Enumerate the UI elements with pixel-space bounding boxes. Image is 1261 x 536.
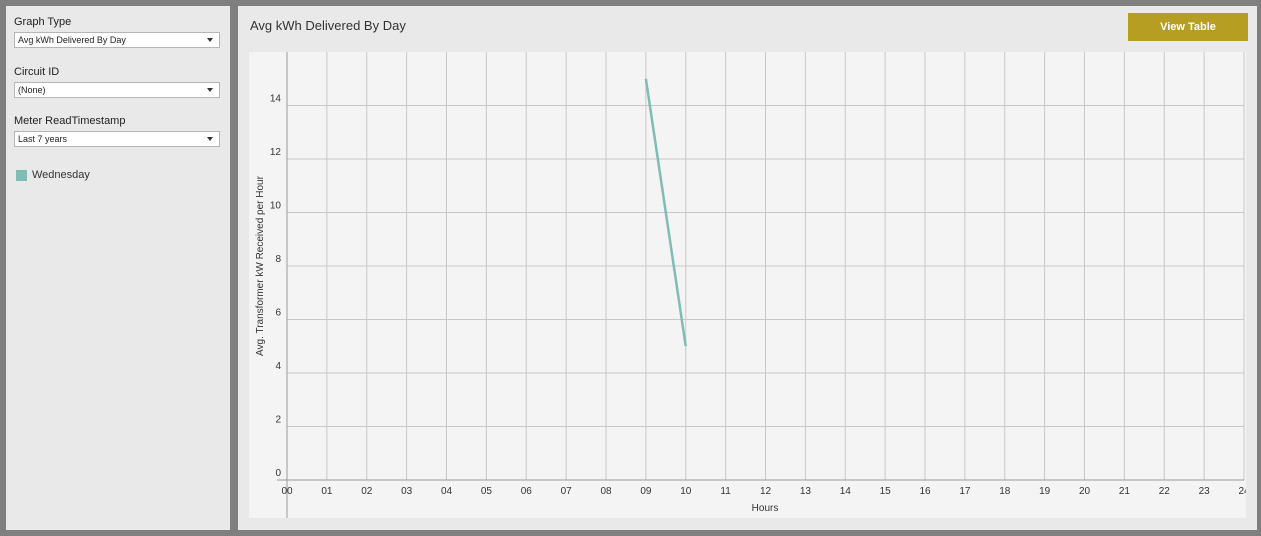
chevron-down-icon (207, 38, 213, 42)
x-tick-label: 21 (1119, 486, 1131, 497)
chevron-down-icon (207, 137, 213, 141)
chevron-down-icon (207, 88, 213, 92)
y-tick-label: 10 (270, 201, 282, 212)
x-tick-label: 24 (1238, 486, 1246, 497)
series-line-wednesday (644, 78, 687, 347)
y-tick-label: 14 (270, 94, 282, 105)
meter-read-label: Meter ReadTimestamp (14, 115, 126, 127)
legend-swatch (16, 169, 27, 181)
x-tick-label: 19 (1039, 486, 1051, 497)
x-tick-label: 09 (640, 486, 652, 497)
y-tick-label: 0 (275, 468, 281, 479)
graph-type-field: Graph Type Avg kWh Delivered By Day (14, 16, 220, 48)
x-tick-label: 05 (481, 486, 493, 497)
circuit-id-value: (None) (18, 85, 46, 95)
x-tick-label: 00 (281, 486, 293, 497)
circuit-id-select[interactable]: (None) (14, 82, 220, 98)
filter-sidebar: Graph Type Avg kWh Delivered By Day Circ… (6, 6, 230, 530)
x-tick-label: 14 (840, 486, 852, 497)
x-tick-label: 10 (680, 486, 692, 497)
graph-type-value: Avg kWh Delivered By Day (18, 35, 126, 45)
x-tick-label: 06 (521, 486, 533, 497)
x-tick-label: 11 (720, 486, 731, 497)
graph-type-select[interactable]: Avg kWh Delivered By Day (14, 32, 220, 48)
x-tick-label: 02 (361, 486, 373, 497)
x-tick-label: 22 (1159, 486, 1171, 497)
x-tick-label: 13 (800, 486, 812, 497)
x-tick-label: 16 (919, 486, 931, 497)
y-tick-label: 2 (275, 415, 281, 426)
meter-read-field: Meter ReadTimestamp Last 7 years (14, 115, 220, 147)
view-table-button[interactable]: View Table (1128, 13, 1248, 41)
x-tick-label: 23 (1199, 486, 1211, 497)
x-tick-label: 03 (401, 486, 413, 497)
x-tick-label: 12 (760, 486, 772, 497)
x-tick-label: 20 (1079, 486, 1091, 497)
y-tick-label: 8 (275, 254, 281, 265)
x-tick-label: 15 (880, 486, 892, 497)
x-tick-label: 04 (441, 486, 453, 497)
x-tick-label: 17 (959, 486, 971, 497)
x-tick-label: 18 (999, 486, 1011, 497)
x-tick-label: 08 (600, 486, 612, 497)
x-tick-label: 07 (561, 486, 573, 497)
y-tick-label: 4 (275, 361, 281, 372)
x-tick-label: 01 (321, 486, 333, 497)
y-tick-label: 12 (270, 147, 282, 158)
page-title: Avg kWh Delivered By Day (250, 18, 406, 33)
x-axis-label: Hours (752, 503, 779, 514)
circuit-id-field: Circuit ID (None) (14, 66, 220, 98)
y-axis-label: Avg. Transformer kW Received per Hour (255, 175, 266, 356)
circuit-id-label: Circuit ID (14, 66, 60, 78)
graph-type-label: Graph Type (14, 16, 72, 28)
y-tick-label: 6 (275, 308, 281, 319)
legend-label: Wednesday (32, 169, 90, 181)
chart-area: 0 2 4 6 8 10 12 14 00 01 02 03 04 05 06 07 08 09 10 11 12 13 1… (249, 52, 1246, 518)
meter-read-value: Last 7 years (18, 134, 68, 144)
legend-item-wednesday[interactable]: Wednesday (16, 169, 90, 181)
meter-read-select[interactable]: Last 7 years (14, 131, 220, 147)
